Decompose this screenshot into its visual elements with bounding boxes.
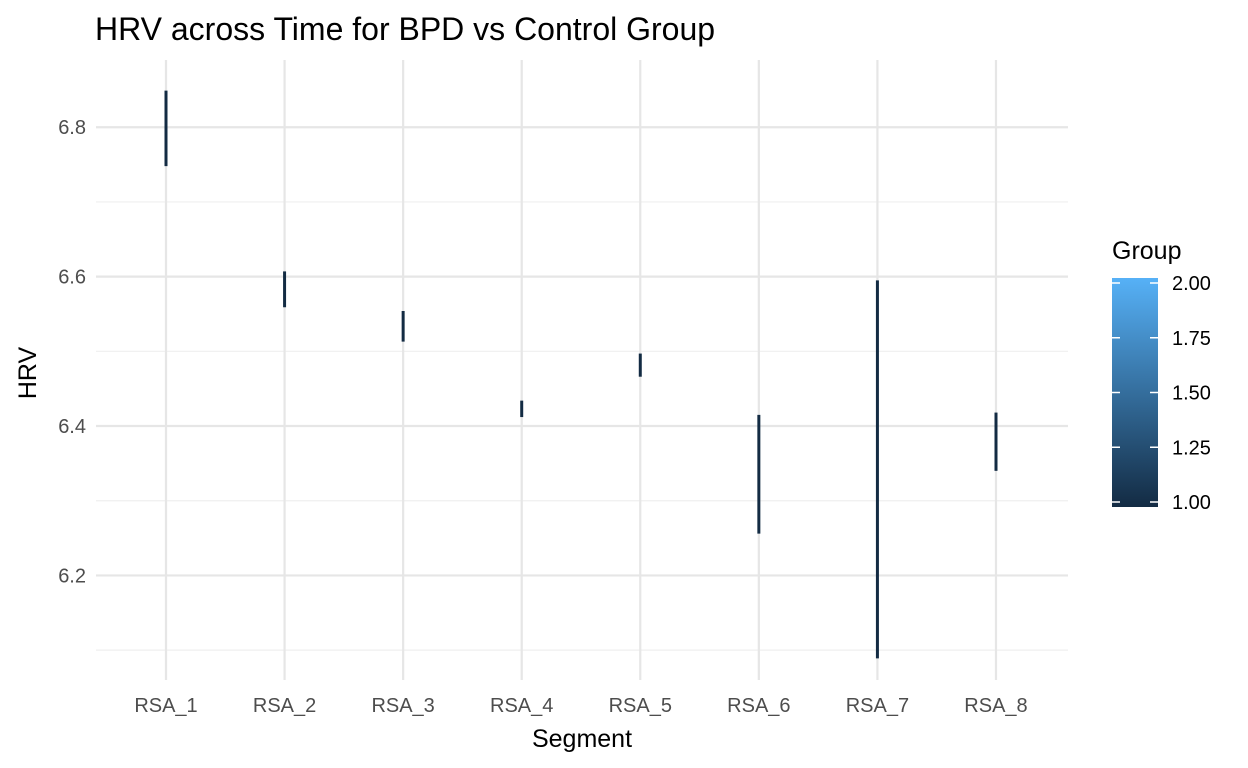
- grid: [96, 60, 1068, 680]
- legend: Group 1.00 1.25 1.50 1.75 2.00: [1112, 237, 1211, 514]
- colorbar-tick-label: 2.00: [1172, 273, 1211, 295]
- x-tick-label: RSA_8: [964, 695, 1027, 717]
- y-tick-label: 6.2: [58, 565, 86, 587]
- chart-title: HRV across Time for BPD vs Control Group: [95, 11, 715, 47]
- colorbar-tick-label: 1.75: [1172, 328, 1211, 350]
- colorbar-tick-label: 1.50: [1172, 383, 1211, 405]
- x-tick-label: RSA_6: [727, 695, 790, 717]
- x-tick-label: RSA_2: [253, 695, 316, 717]
- x-tick-label: RSA_7: [846, 695, 909, 717]
- y-tick-label: 6.8: [58, 117, 86, 139]
- colorbar-ticks: 1.00 1.25 1.50 1.75 2.00: [1112, 273, 1211, 514]
- y-tick-label: 6.6: [58, 267, 86, 289]
- x-axis-title: Segment: [532, 725, 632, 753]
- colorbar-tick-label: 1.00: [1172, 492, 1211, 514]
- x-tick-label: RSA_5: [609, 695, 672, 717]
- colorbar-tick-label: 1.25: [1172, 437, 1211, 459]
- x-tick-label: RSA_3: [371, 695, 434, 717]
- x-axis-ticks: RSA_1 RSA_2 RSA_3 RSA_4 RSA_5 RSA_6 RSA_7 RSA_8: [134, 695, 1027, 717]
- y-tick-label: 6.4: [58, 416, 86, 438]
- y-axis-ticks: 6.2 6.4 6.6 6.8: [58, 117, 86, 587]
- y-axis-title: HRV: [14, 347, 42, 400]
- x-tick-label: RSA_4: [490, 695, 553, 717]
- legend-title: Group: [1112, 237, 1181, 265]
- x-tick-label: RSA_1: [134, 695, 197, 717]
- range-bars: [164, 90, 998, 659]
